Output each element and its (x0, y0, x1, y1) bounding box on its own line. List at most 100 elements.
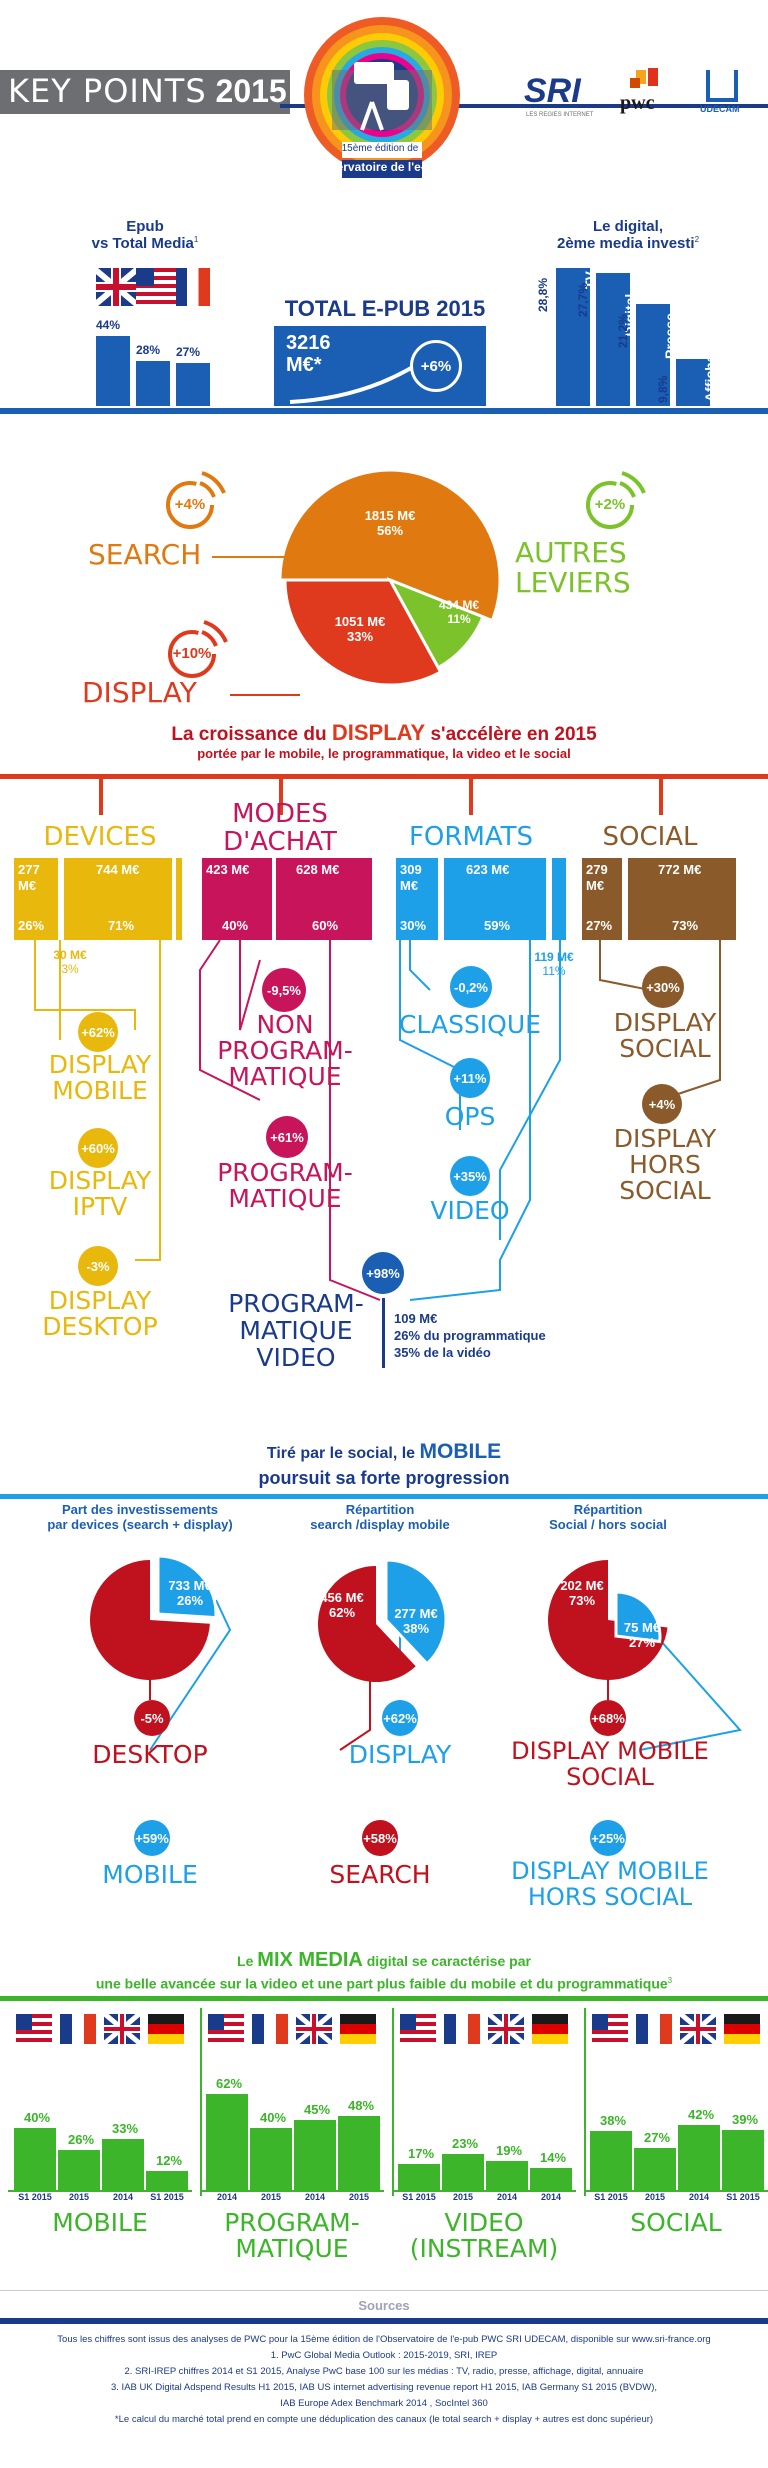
pie-autres-pct: 11% (447, 612, 471, 626)
mix-headline-line1: Le MIX MEDIA digital se caractérise par (0, 1950, 768, 1971)
social-title: SOCIAL (602, 822, 698, 852)
mobile-social-label-2: SOCIAL (566, 1763, 654, 1791)
mix-bar-year: 2015 (260, 2192, 282, 2202)
mobile-pie1-title: Part des investissements par devices (se… (40, 1502, 240, 1532)
mobile-desktop-growth-v: -5% (140, 1710, 164, 1726)
formats-growth-2-v: +11% (453, 1070, 487, 1086)
devices-label-1a: DISPLAY (48, 1050, 152, 1079)
mix-bar-value: 40% (24, 2110, 51, 2126)
pie-search-text: 1815 M€ 56% (335, 508, 445, 538)
formats-cell-1-pct: 30% (400, 918, 427, 933)
mobile-search-growth: +58% (362, 1820, 398, 1856)
sources-line-5: IAB Europe Adex Benchmark 2014 , SocInte… (280, 2398, 488, 2409)
mix-bar-year: 2015 (348, 2192, 370, 2202)
mix-bar-value: 62% (216, 2076, 243, 2091)
modes-growth-2: +61% (266, 1116, 308, 1158)
autres-label-1: AUTRES (515, 536, 627, 569)
progvideo-detail-2: 35% de la vidéo (394, 1345, 491, 1360)
pie-search-pct: 56% (376, 523, 404, 538)
search-label-line (212, 556, 304, 558)
mix-bar (206, 2094, 248, 2190)
devices-cell-3 (176, 858, 182, 940)
mix-bar-year: 2014 (496, 2192, 518, 2202)
mix-baseline (584, 2190, 768, 2192)
progvideo-label-2: MATIQUE (239, 1316, 353, 1345)
total-epub-number: 3216 (286, 332, 331, 354)
mobile-mobile-growth: +59% (134, 1820, 170, 1856)
mix-headline: Le MIX MEDIA digital se caractérise par … (0, 1950, 768, 1994)
mix-group-title-1: PROGRAM- (224, 2208, 360, 2237)
observatoire-logo (304, 17, 460, 178)
sources-rule (0, 2318, 768, 2324)
devices-extra-p: 3% (61, 962, 79, 976)
media-bar-name: Affichage (702, 338, 718, 402)
tick-modes (279, 779, 283, 815)
progvideo-divider (382, 1298, 385, 1368)
pie-autres-text: 434 M€ 11% (424, 598, 494, 626)
mix-group-title: MOBILE (8, 2210, 192, 2236)
devices-label-3: DISPLAY DESKTOP (20, 1288, 180, 1340)
mobile-social-growth: +68% (590, 1700, 626, 1736)
pie-autres-value: 434 M€ (438, 598, 480, 612)
digital-subtitle: 2ème media investi (556, 235, 695, 252)
sources-line-1: Tous les chiffres sont issus des analyse… (57, 2334, 711, 2345)
social-cell-1 (582, 858, 622, 940)
devices-cell-1-pct: 26% (18, 918, 45, 933)
header-banner (0, 70, 290, 114)
social-growth-1: +30% (642, 966, 684, 1008)
mix-bar-year: 2015 (644, 2192, 666, 2202)
mix-bar-year: 2014 (304, 2192, 326, 2202)
epub-bar (136, 361, 170, 406)
modes-growth-1-v: -9,5% (267, 982, 301, 998)
modes-title-1: MODES (232, 799, 328, 829)
mobile-pie3-social-slice (548, 1560, 668, 1680)
mix-bar (250, 2128, 292, 2190)
mobile-pie2-t1: Répartition (345, 1502, 415, 1517)
mobile-head-2: le (397, 1445, 420, 1462)
mobile-pie2-a-text: 456 M€ 62% (312, 1590, 372, 1620)
mix-bar-year: S1 2015 (594, 2192, 628, 2202)
formats-label-2: OPS (444, 1102, 496, 1131)
mobile-pie3-horssocial-slice (614, 1590, 662, 1644)
display-label-line (230, 694, 300, 696)
mobile-pie2-b-v: 277 M€ (394, 1606, 438, 1621)
display-label: DISPLAY (82, 676, 197, 709)
social-label-2b: HORS (629, 1150, 701, 1179)
mix-bar-value: 17% (408, 2145, 435, 2161)
header-title-prefix: KEY POINTS (8, 72, 207, 110)
sources-text: Tous les chiffres sont issus des analyse… (0, 2332, 768, 2428)
mix-group-title-2: MATIQUE (235, 2234, 349, 2263)
mix-group-frame (200, 2008, 384, 2196)
mobile-desktop-growth: -5% (134, 1700, 170, 1736)
mobile-pie3-b-text: 75 M€ 27% (614, 1620, 670, 1650)
flag-us (592, 2014, 628, 2044)
mix-bar (530, 2168, 572, 2190)
mix-bar (722, 2129, 764, 2190)
mix-bar (678, 2124, 720, 2190)
devices-growth-2-v: +60% (81, 1140, 115, 1156)
tick-social (659, 779, 663, 815)
devices-cell-1-value: 277 M€ (18, 862, 58, 894)
social-label-1b: SOCIAL (619, 1034, 711, 1063)
modes-label-1b: PROGRAM- (217, 1036, 353, 1065)
flag-fr (60, 2014, 96, 2044)
modes-label-2b: MATIQUE (228, 1184, 342, 1213)
mix-bar (146, 2171, 188, 2190)
mobile-pie2-t2: search /display mobile (310, 1517, 450, 1532)
mobile-pie3-a-p: 73% (568, 1593, 596, 1608)
social-cell-1-value: 279 M€ (586, 862, 622, 894)
media-bar (556, 268, 590, 406)
mix-bar-year: S1 2015 (18, 2192, 52, 2202)
social-label-1a: DISPLAY (613, 1008, 717, 1037)
formats-cell-2-value: 623 M€ (466, 862, 510, 877)
social-cell-2-pct: 73% (672, 918, 699, 933)
devices-label-2b: IPTV (72, 1192, 128, 1221)
mix-bar (102, 2138, 144, 2190)
search-growth: +4% (174, 496, 206, 513)
mix-bar-year: 2014 (112, 2192, 134, 2202)
header-rule (280, 104, 768, 108)
formats-cell-3 (552, 858, 566, 940)
formats-growth-1-v: -0,2% (454, 979, 488, 995)
mobile-headline: Tiré par le social, le MOBILE poursuit s… (0, 1440, 768, 1490)
formats-title: FORMATS (408, 822, 534, 852)
